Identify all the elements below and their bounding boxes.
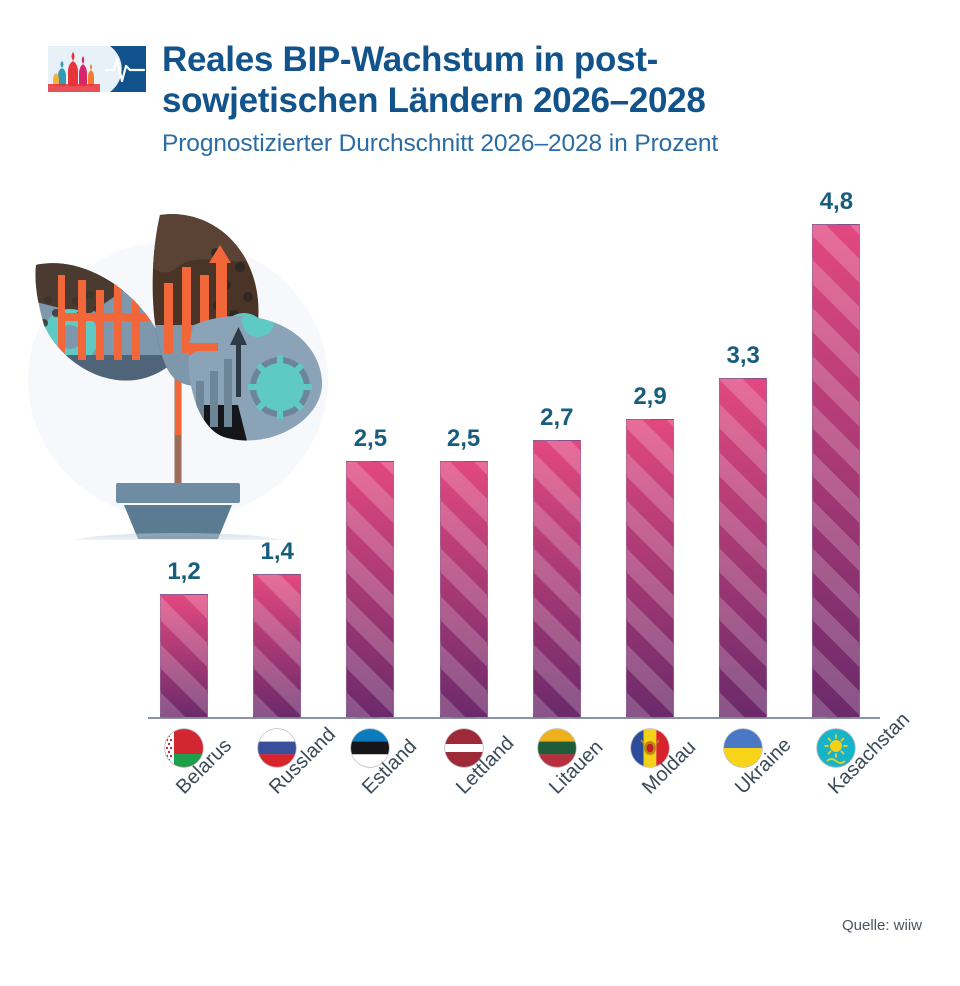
wiiw-logo	[48, 46, 146, 92]
category-label-russland: Russland	[265, 723, 341, 799]
category-label-ukraine: Ukraine	[731, 733, 796, 799]
flag-icon-belarus	[165, 729, 203, 767]
category-label-kasachstan: Kasachstan	[824, 708, 915, 799]
bar-value-kasachstan: 4,8	[819, 187, 854, 215]
page-subtitle: Prognostizierter Durchschnitt 2026–2028 …	[162, 130, 719, 158]
category-label-estland: Estland	[358, 735, 422, 799]
source-note: Quelle: wiiw	[841, 917, 922, 934]
category-label-belarus: Belarus	[172, 734, 237, 799]
logo-graphic	[48, 46, 146, 92]
flag-icon-moldau	[631, 729, 669, 767]
bar-ukraine[interactable]: 3,3	[719, 342, 768, 718]
page-title: Reales BIP-Wachstum in post- sowjetische…	[162, 40, 928, 121]
bar-value-moldau: 2,9	[633, 383, 667, 411]
flag-icon-ukraine	[724, 729, 763, 767]
bar-value-litauen: 2,7	[540, 403, 574, 431]
flag-icon-litauen	[537, 729, 576, 767]
category-label-litauen: Litauen	[544, 736, 608, 799]
bar-value-estland: 2,5	[353, 424, 388, 452]
flag-icon-lettland	[444, 729, 483, 767]
header: Reales BIP-Wachstum in post- sowjetische…	[48, 40, 928, 159]
bar-kasachstan[interactable]: 4,8	[812, 188, 861, 718]
page-title-line2: sowjetischen Ländern 2026–2028	[162, 80, 706, 120]
bar-litauen[interactable]: 2,7	[532, 404, 581, 718]
bar-value-russland: 1,4	[260, 537, 294, 565]
chart-baseline	[148, 717, 880, 719]
category-label-moldau: Moldau	[638, 736, 701, 799]
bar-lettland[interactable]: 2,5	[439, 425, 488, 718]
bar-value-ukraine: 3,3	[726, 342, 760, 370]
bar-russland[interactable]: 1,4	[253, 538, 302, 718]
bar-belarus[interactable]: 1,2	[160, 558, 208, 718]
page-title-line1: Reales BIP-Wachstum in post-	[162, 40, 658, 79]
flag-icon-estland	[351, 729, 390, 767]
bar-estland[interactable]: 2,5	[346, 425, 395, 718]
bar-moldau[interactable]: 2,9	[626, 383, 674, 718]
bar-value-lettland: 2,5	[446, 424, 481, 452]
potted-plant-illustration	[28, 205, 328, 553]
flag-icon-kasachstan	[817, 729, 856, 767]
plant-graphic	[28, 214, 328, 553]
bar-value-belarus: 1,2	[167, 558, 201, 586]
title-block: Reales BIP-Wachstum in post- sowjetische…	[162, 40, 928, 159]
flag-icon-russland	[258, 729, 297, 767]
category-label-lettland: Lettland	[451, 732, 519, 799]
